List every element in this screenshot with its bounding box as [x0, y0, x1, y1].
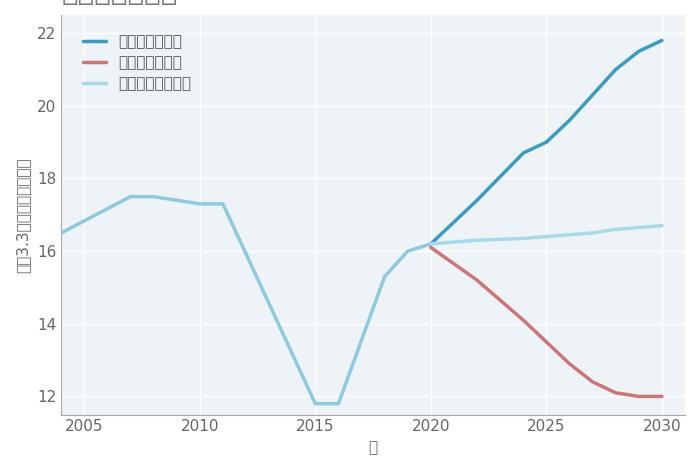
ノーマルシナリオ: [473, 237, 482, 243]
グッドシナリオ: [519, 150, 528, 156]
ノーマルシナリオ: [635, 225, 643, 230]
バッドシナリオ: [612, 390, 620, 396]
ノーマルシナリオ: [542, 234, 551, 239]
グッドシナリオ: [542, 139, 551, 145]
バッドシナリオ: [427, 245, 435, 251]
バッドシナリオ: [635, 393, 643, 399]
グッドシナリオ: [566, 118, 574, 123]
Line: バッドシナリオ: バッドシナリオ: [431, 248, 662, 396]
バッドシナリオ: [658, 393, 666, 399]
ノーマルシナリオ: [589, 230, 597, 236]
Line: ノーマルシナリオ: ノーマルシナリオ: [431, 226, 662, 244]
X-axis label: 年: 年: [368, 440, 378, 455]
グッドシナリオ: [473, 197, 482, 203]
グッドシナリオ: [612, 67, 620, 72]
ノーマルシナリオ: [519, 235, 528, 241]
Legend: グッドシナリオ, バッドシナリオ, ノーマルシナリオ: グッドシナリオ, バッドシナリオ, ノーマルシナリオ: [75, 27, 199, 99]
Y-axis label: 坪（3.3㎡）単価（万円）: 坪（3.3㎡）単価（万円）: [15, 157, 30, 273]
Text: 土地の価格推移: 土地の価格推移: [61, 0, 178, 6]
グッドシナリオ: [658, 38, 666, 43]
ノーマルシナリオ: [566, 232, 574, 238]
Line: グッドシナリオ: グッドシナリオ: [431, 40, 662, 244]
バッドシナリオ: [566, 361, 574, 367]
ノーマルシナリオ: [658, 223, 666, 228]
グッドシナリオ: [635, 48, 643, 54]
ノーマルシナリオ: [612, 227, 620, 232]
バッドシナリオ: [519, 317, 528, 323]
バッドシナリオ: [473, 277, 482, 283]
グッドシナリオ: [427, 241, 435, 247]
バッドシナリオ: [589, 379, 597, 385]
バッドシナリオ: [542, 339, 551, 345]
ノーマルシナリオ: [427, 241, 435, 247]
グッドシナリオ: [589, 92, 597, 98]
